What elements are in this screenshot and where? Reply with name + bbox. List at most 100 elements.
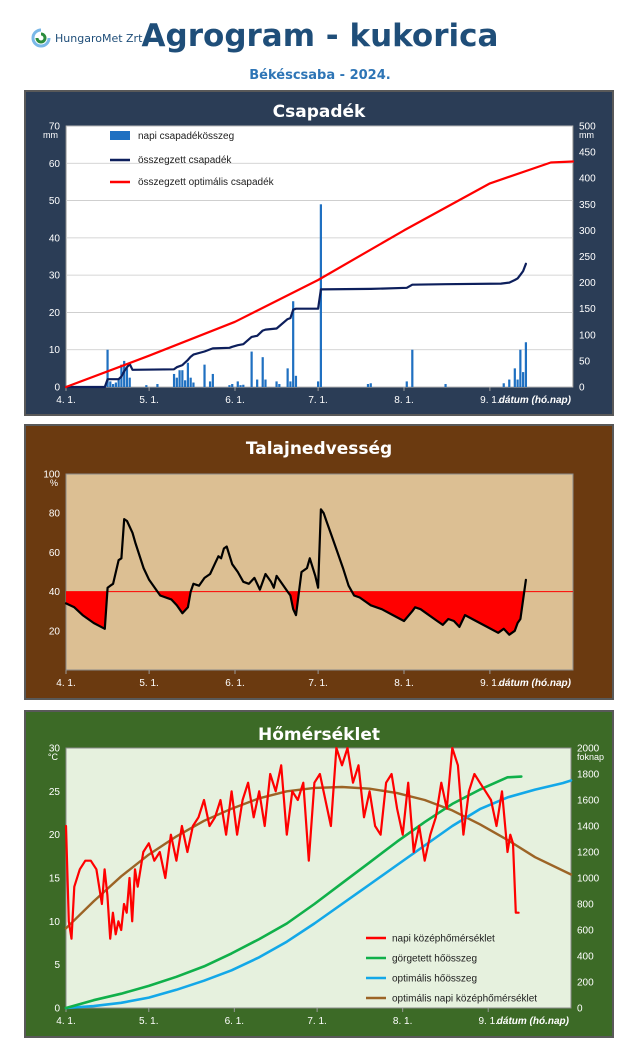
- precip-bar: [228, 385, 231, 387]
- y-tick-label: 25: [49, 787, 61, 798]
- plot-area: [65, 747, 572, 1009]
- x-tick-label: 5. 1.: [139, 1016, 158, 1027]
- y2-tick-label: 0: [579, 383, 585, 394]
- temperature-panel: Hőmérséklet 4. 1. 5. 1. 6. 1. 7. 1. 8. 1. 9. …: [24, 710, 614, 1038]
- y2-tick-label: 50: [579, 356, 591, 367]
- x-tick-label: 9. 1.: [480, 678, 499, 689]
- y2-tick-label: 200: [577, 978, 594, 989]
- x-tick-label: 8. 1.: [394, 678, 413, 689]
- y-tick-label: 80: [49, 509, 61, 520]
- x-axis-label: dátum (hó.nap): [499, 678, 572, 689]
- precip-bar: [250, 351, 253, 387]
- y2-tick-label: 350: [579, 200, 596, 211]
- precip-bar: [256, 379, 259, 387]
- x-axis-label: dátum (hó.nap): [499, 395, 572, 406]
- precip-bar: [286, 368, 289, 387]
- legend-swatch-bars: [110, 131, 130, 140]
- precip-bar: [366, 384, 370, 387]
- precip-bar: [516, 379, 519, 387]
- y-tick-label: 40: [49, 233, 61, 244]
- y2-tick-label: 200: [579, 278, 596, 289]
- y-tick-label: 20: [49, 830, 61, 841]
- precip-bar: [369, 383, 372, 387]
- y2-tick-label: 400: [577, 952, 594, 963]
- precipitation-title: Csapadék: [272, 102, 366, 122]
- y2-tick-label: 1600: [577, 796, 600, 807]
- x-tick-label: 7. 1.: [308, 678, 327, 689]
- y2-tick-label: 2000: [577, 744, 600, 755]
- legend-label-optimal-heat-sum: optimális hőösszeg: [392, 974, 477, 985]
- legend-label-optimal: összegzett optimális csapadék: [138, 177, 275, 188]
- precip-bar: [289, 381, 292, 387]
- logo: HungaroMet Zrt.: [30, 28, 146, 48]
- precip-bar: [294, 375, 298, 387]
- precip-bar: [117, 379, 120, 387]
- y-tick-label: 0: [54, 383, 60, 394]
- daily-mean-temp-line: [64, 746, 520, 940]
- optimal-cumulative-precip-line: [64, 160, 575, 389]
- precip-bar: [524, 342, 528, 387]
- precip-bar: [123, 360, 126, 387]
- precip-bar: [239, 385, 242, 387]
- y-tick-label: 20: [49, 308, 61, 319]
- temperature-title: Hőmérséklet: [258, 725, 380, 745]
- x-tick-label: 4. 1.: [56, 678, 75, 689]
- y2-tick-label: 250: [579, 252, 596, 263]
- x-tick-label: 4. 1.: [56, 1016, 75, 1027]
- x-tick-label: 4. 1.: [56, 395, 75, 406]
- x-tick-label: 9. 1.: [480, 395, 499, 406]
- precip-bar: [156, 384, 159, 387]
- precip-bar: [411, 349, 414, 387]
- x-tick-label: 8. 1.: [394, 395, 413, 406]
- page-title: Agrogram - kukorica: [141, 18, 499, 54]
- precip-bar: [502, 383, 505, 387]
- y2-tick-label: 800: [577, 900, 594, 911]
- precip-bar: [203, 364, 206, 387]
- precip-bar: [405, 381, 408, 387]
- plot-area: [65, 125, 574, 388]
- y-tick-label: 5: [54, 960, 60, 971]
- y2-tick-label: 600: [577, 926, 594, 937]
- precip-bar: [519, 349, 522, 387]
- y2-tick-label: 1200: [577, 848, 600, 859]
- precip-bar: [508, 379, 511, 387]
- y2-tick-label: 1400: [577, 822, 600, 833]
- precip-bar: [128, 377, 131, 387]
- y-tick-label: 70: [49, 122, 61, 133]
- y2-tick-label: 100: [579, 330, 596, 341]
- y-tick-label: 30: [49, 744, 61, 755]
- y2-tick-label: 150: [579, 304, 596, 315]
- y-tick-label: 20: [49, 626, 61, 637]
- precip-bar: [114, 382, 117, 387]
- y-unit-label: %: [50, 478, 58, 488]
- y-tick-label: 50: [49, 196, 61, 207]
- precip-bar: [513, 368, 516, 387]
- y2-unit-label: foknap: [577, 752, 604, 762]
- precip-bar: [444, 384, 447, 387]
- x-tick-label: 9. 1.: [478, 1016, 497, 1027]
- legend-label-optimal-daily-temp: optimális napi középhőmérséklet: [392, 994, 537, 1005]
- precip-bar: [172, 373, 176, 387]
- precip-bar: [125, 368, 129, 387]
- precip-bar: [111, 384, 115, 387]
- precip-bar: [278, 384, 281, 387]
- precip-bar: [242, 384, 245, 387]
- precipitation-chart: 4. 1. 5. 1. 6. 1. 7. 1. 8. 1. 9. 1. dátum (hó.…: [43, 122, 596, 407]
- precip-bar: [145, 385, 148, 387]
- x-tick-label: 6. 1.: [225, 395, 244, 406]
- y-tick-label: 30: [49, 271, 61, 282]
- y2-unit-label: mm: [579, 130, 594, 140]
- precip-bar: [189, 377, 192, 387]
- precip-bar: [231, 384, 234, 387]
- precip-bar: [178, 370, 181, 387]
- legend-label-bars: napi csapadékösszeg: [138, 131, 234, 142]
- y2-tick-label: 0: [577, 1004, 583, 1015]
- x-axis-label: dátum (hó.nap): [497, 1016, 570, 1027]
- precip-bar: [109, 381, 112, 387]
- precip-bar: [317, 381, 320, 387]
- y2-tick-label: 400: [579, 174, 596, 185]
- precipitation-panel: Csapadék 4. 1. 5. 1. 6. 1. 7. 1. 8. 1. 9. 1. d…: [24, 90, 614, 416]
- precip-bar: [236, 381, 239, 387]
- x-tick-label: 5. 1.: [139, 678, 158, 689]
- precip-bar: [192, 382, 195, 387]
